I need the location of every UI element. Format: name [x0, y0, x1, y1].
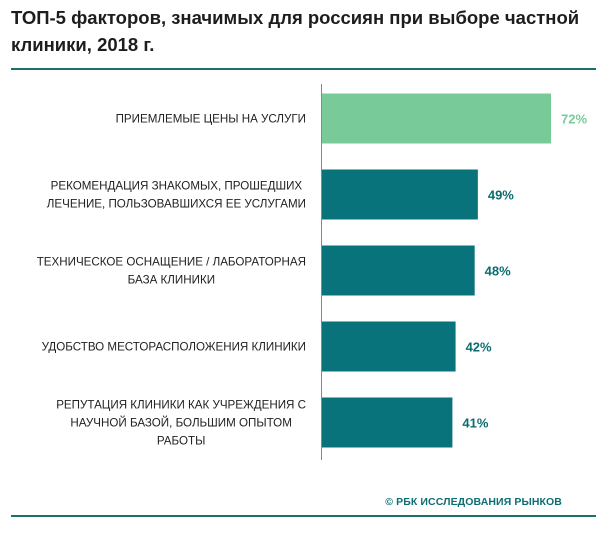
category-label-1: ПРИЕМЛЕМЫЕ ЦЕНЫ НА УСЛУГИ	[116, 113, 306, 126]
category-label-4: УДОБСТВО МЕСТОРАСПОЛОЖЕНИЯ КЛИНИКИ	[42, 341, 306, 354]
category-label-line: РЕПУТАЦИЯ КЛИНИКИ КАК УЧРЕЖДЕНИЯ С	[56, 399, 306, 412]
value-label-2: 49%	[488, 188, 514, 203]
top-divider	[11, 68, 596, 70]
labels-layer: 72% ПРИЕМЛЕМЫЕ ЦЕНЫ НА УСЛУГИ 49% РЕКОМЕНДА…	[37, 112, 588, 448]
source-credit: © РБК ИССЛЕДОВАНИЯ РЫНКОВ	[385, 496, 562, 508]
bottom-divider	[11, 515, 596, 517]
bar-5	[322, 397, 453, 448]
bar-3	[322, 245, 475, 296]
category-label-2: РЕКОМЕНДАЦИЯ ЗНАКОМЫХ, ПРОШЕДШИХ ЛЕЧЕНИЕ,…	[47, 180, 306, 211]
chart-title: ТОП-5 факторов, значимых для россиян при…	[11, 7, 580, 55]
category-label-line: РАБОТЫ	[157, 435, 206, 448]
category-label-5: РЕПУТАЦИЯ КЛИНИКИ КАК УЧРЕЖДЕНИЯ С НАУЧНО…	[56, 399, 306, 448]
category-label-line: УДОБСТВО МЕСТОРАСПОЛОЖЕНИЯ КЛИНИКИ	[42, 341, 306, 354]
bar-4	[322, 321, 456, 372]
category-label-line: ТЕХНИЧЕСКОЕ ОСНАЩЕНИЕ / ЛАБОРАТОРНАЯ	[37, 256, 306, 269]
value-label-5: 41%	[462, 416, 488, 431]
category-label-line: БАЗА КЛИНИКИ	[128, 274, 215, 287]
category-label-3: ТЕХНИЧЕСКОЕ ОСНАЩЕНИЕ / ЛАБОРАТОРНАЯ БАЗА…	[37, 256, 306, 287]
value-label-3: 48%	[485, 264, 511, 279]
value-label-4: 42%	[466, 340, 492, 355]
bar-2	[322, 169, 478, 220]
category-label-line: ЛЕЧЕНИЕ, ПОЛЬЗОВАВШИХСЯ ЕЕ УСЛУГАМИ	[47, 198, 306, 211]
bar-1	[322, 93, 551, 144]
value-label-1: 72%	[561, 112, 587, 127]
category-label-line: ПРИЕМЛЕМЫЕ ЦЕНЫ НА УСЛУГИ	[116, 113, 306, 126]
category-label-line: РЕКОМЕНДАЦИЯ ЗНАКОМЫХ, ПРОШЕДШИХ	[51, 180, 303, 193]
bars-layer	[322, 93, 551, 448]
category-label-line: НАУЧНОЙ БАЗОЙ, БОЛЬШИМ ОПЫТОМ	[70, 417, 292, 430]
